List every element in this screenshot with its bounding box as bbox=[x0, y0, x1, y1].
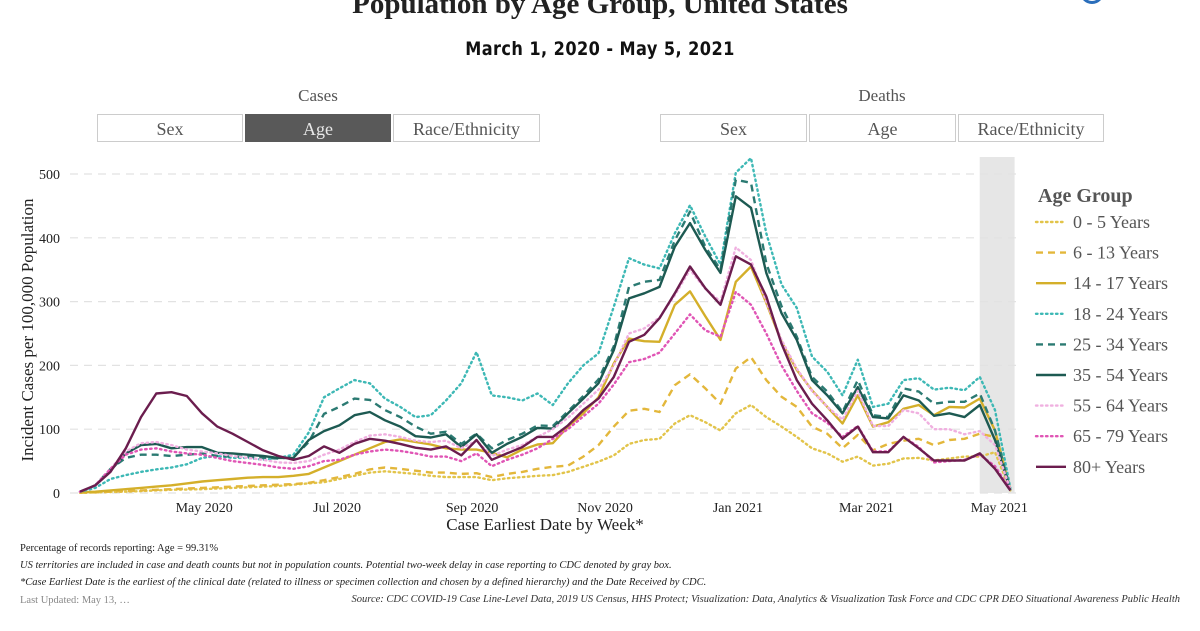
series-line-35-54-years bbox=[79, 195, 1012, 493]
legend-item-label: 35 - 54 Years bbox=[1073, 365, 1168, 385]
series-line-6-13-years bbox=[79, 355, 1012, 494]
date-range-subtitle: March 1, 2020 - May 5, 2021 bbox=[465, 38, 735, 60]
y-tick-label: 300 bbox=[39, 296, 60, 311]
x-tick-label: Jul 2020 bbox=[313, 501, 361, 516]
legend-item-label: 18 - 24 Years bbox=[1073, 304, 1168, 324]
cases-age-tab[interactable]: Age bbox=[245, 114, 391, 142]
x-tick-label: Mar 2021 bbox=[839, 501, 894, 516]
x-tick-label: May 2020 bbox=[176, 501, 233, 516]
legend-item-label: 25 - 34 Years bbox=[1073, 334, 1168, 354]
x-tick-label: May 2021 bbox=[971, 501, 1028, 516]
legend-item-label: 14 - 17 Years bbox=[1073, 273, 1168, 293]
cases-sex-tab[interactable]: Sex bbox=[97, 114, 243, 142]
chart-title: Population by Age Group, United States bbox=[352, 0, 848, 20]
x-axis-label: Case Earliest Date by Week* bbox=[446, 515, 644, 534]
x-tick-label: Jan 2021 bbox=[713, 501, 763, 516]
series-line-55-64-years bbox=[78, 246, 1012, 493]
series-line-25-34-years bbox=[79, 178, 1012, 493]
deaths-age-tab[interactable]: Age bbox=[809, 114, 956, 142]
percent-reporting-note: Percentage of records reporting: Age = 9… bbox=[20, 543, 219, 554]
series-line-65-79-years bbox=[78, 290, 1012, 493]
series-line-80-years bbox=[79, 255, 1012, 493]
y-tick-label: 0 bbox=[53, 487, 60, 502]
deaths-sex-tab[interactable]: Sex bbox=[660, 114, 807, 142]
case-date-note: *Case Earliest Date is the earliest of t… bbox=[20, 577, 707, 588]
legend-item-label: 65 - 79 Years bbox=[1073, 426, 1168, 446]
last-updated: Last Updated: May 13, … bbox=[20, 595, 130, 606]
source-note: Source: CDC COVID-19 Case Line-Level Dat… bbox=[351, 594, 1180, 605]
legend-item-label: 55 - 64 Years bbox=[1073, 396, 1168, 416]
legend-item-label: 0 - 5 Years bbox=[1073, 212, 1150, 232]
y-tick-label: 200 bbox=[39, 359, 60, 374]
legend-item-label: 6 - 13 Years bbox=[1073, 243, 1159, 263]
legend-title: Age Group bbox=[1038, 185, 1133, 207]
x-tick-label: Nov 2020 bbox=[577, 501, 633, 516]
y-tick-label: 100 bbox=[39, 423, 60, 438]
territories-note: US territories are included in case and … bbox=[20, 560, 672, 571]
x-tick-label: Sep 2020 bbox=[446, 501, 499, 516]
y-axis-label: Incident Cases per 100,000 Population bbox=[18, 198, 37, 461]
deaths-group-label: Deaths bbox=[858, 86, 906, 105]
legend-item-label: 80+ Years bbox=[1073, 457, 1145, 477]
y-tick-label: 500 bbox=[39, 168, 60, 183]
cases-race-ethnicity-tab[interactable]: Race/Ethnicity bbox=[393, 114, 540, 142]
cases-group-label: Cases bbox=[298, 86, 338, 105]
y-tick-label: 400 bbox=[39, 232, 60, 247]
series-line-18-24-years bbox=[78, 156, 1012, 493]
series-line-0-5-years bbox=[78, 403, 1012, 494]
deaths-race-ethnicity-tab[interactable]: Race/Ethnicity bbox=[958, 114, 1104, 142]
